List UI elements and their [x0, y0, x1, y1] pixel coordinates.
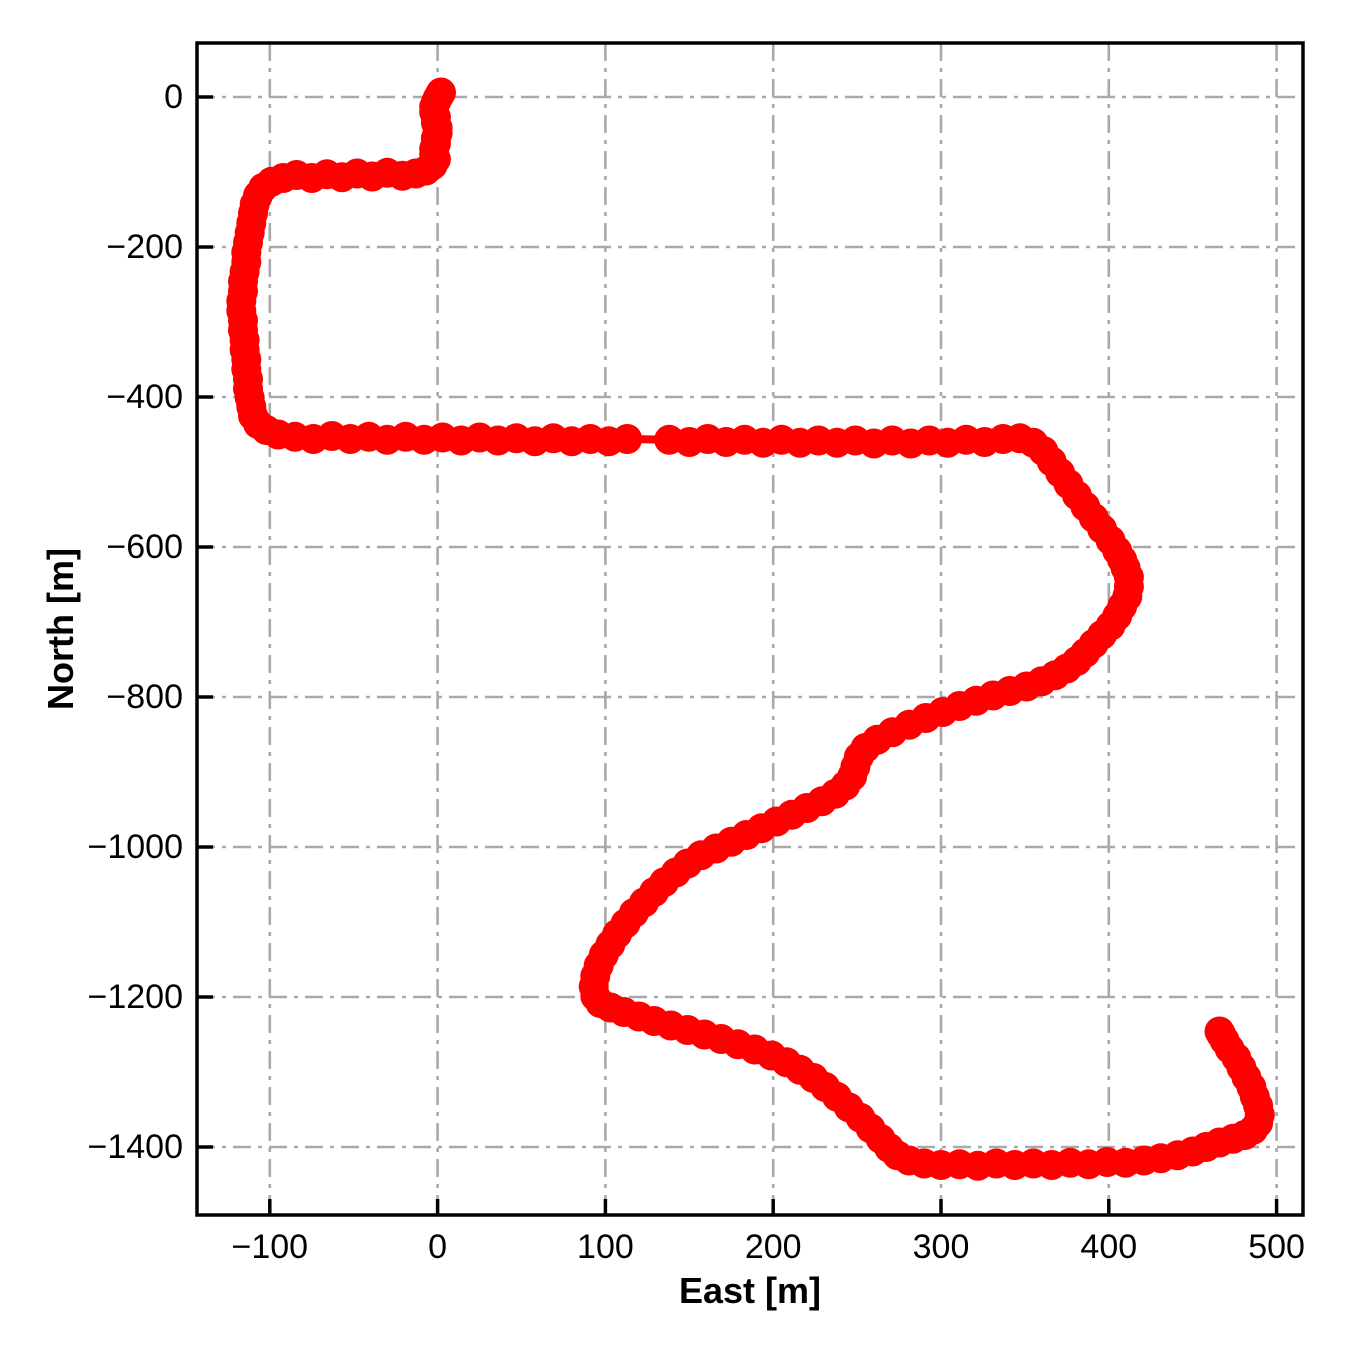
y-tick-label: −1200	[88, 978, 184, 1016]
y-tick-label: −800	[106, 678, 183, 716]
y-tick-label: −1400	[88, 1128, 184, 1166]
y-tick-label: −600	[106, 528, 183, 566]
axis-tick-labels: −100 0 100 200 300 400 5000−200−400−600−800−10…	[88, 78, 1305, 1266]
data-point	[1204, 1016, 1235, 1047]
x-tick-label: 400	[1080, 1228, 1137, 1266]
data-point	[612, 424, 643, 454]
axis-ticks	[197, 95, 1279, 1215]
y-axis-label: North [m]	[40, 548, 81, 710]
x-tick-label: 500	[1248, 1228, 1305, 1266]
y-tick-label: −400	[106, 378, 183, 416]
x-tick-label: 0	[428, 1228, 447, 1266]
x-tick-label: 300	[913, 1228, 970, 1266]
y-tick-label: −200	[106, 228, 183, 266]
plot-border	[195, 41, 1305, 1217]
trajectory-series	[226, 77, 1275, 1181]
x-tick-label: 200	[745, 1228, 802, 1266]
y-tick-label: −1000	[88, 828, 184, 866]
x-tick-label: 100	[577, 1228, 634, 1266]
x-tick-label: −100	[232, 1228, 309, 1266]
y-tick-label: 0	[164, 78, 183, 116]
x-axis-label: East [m]	[679, 1270, 821, 1311]
